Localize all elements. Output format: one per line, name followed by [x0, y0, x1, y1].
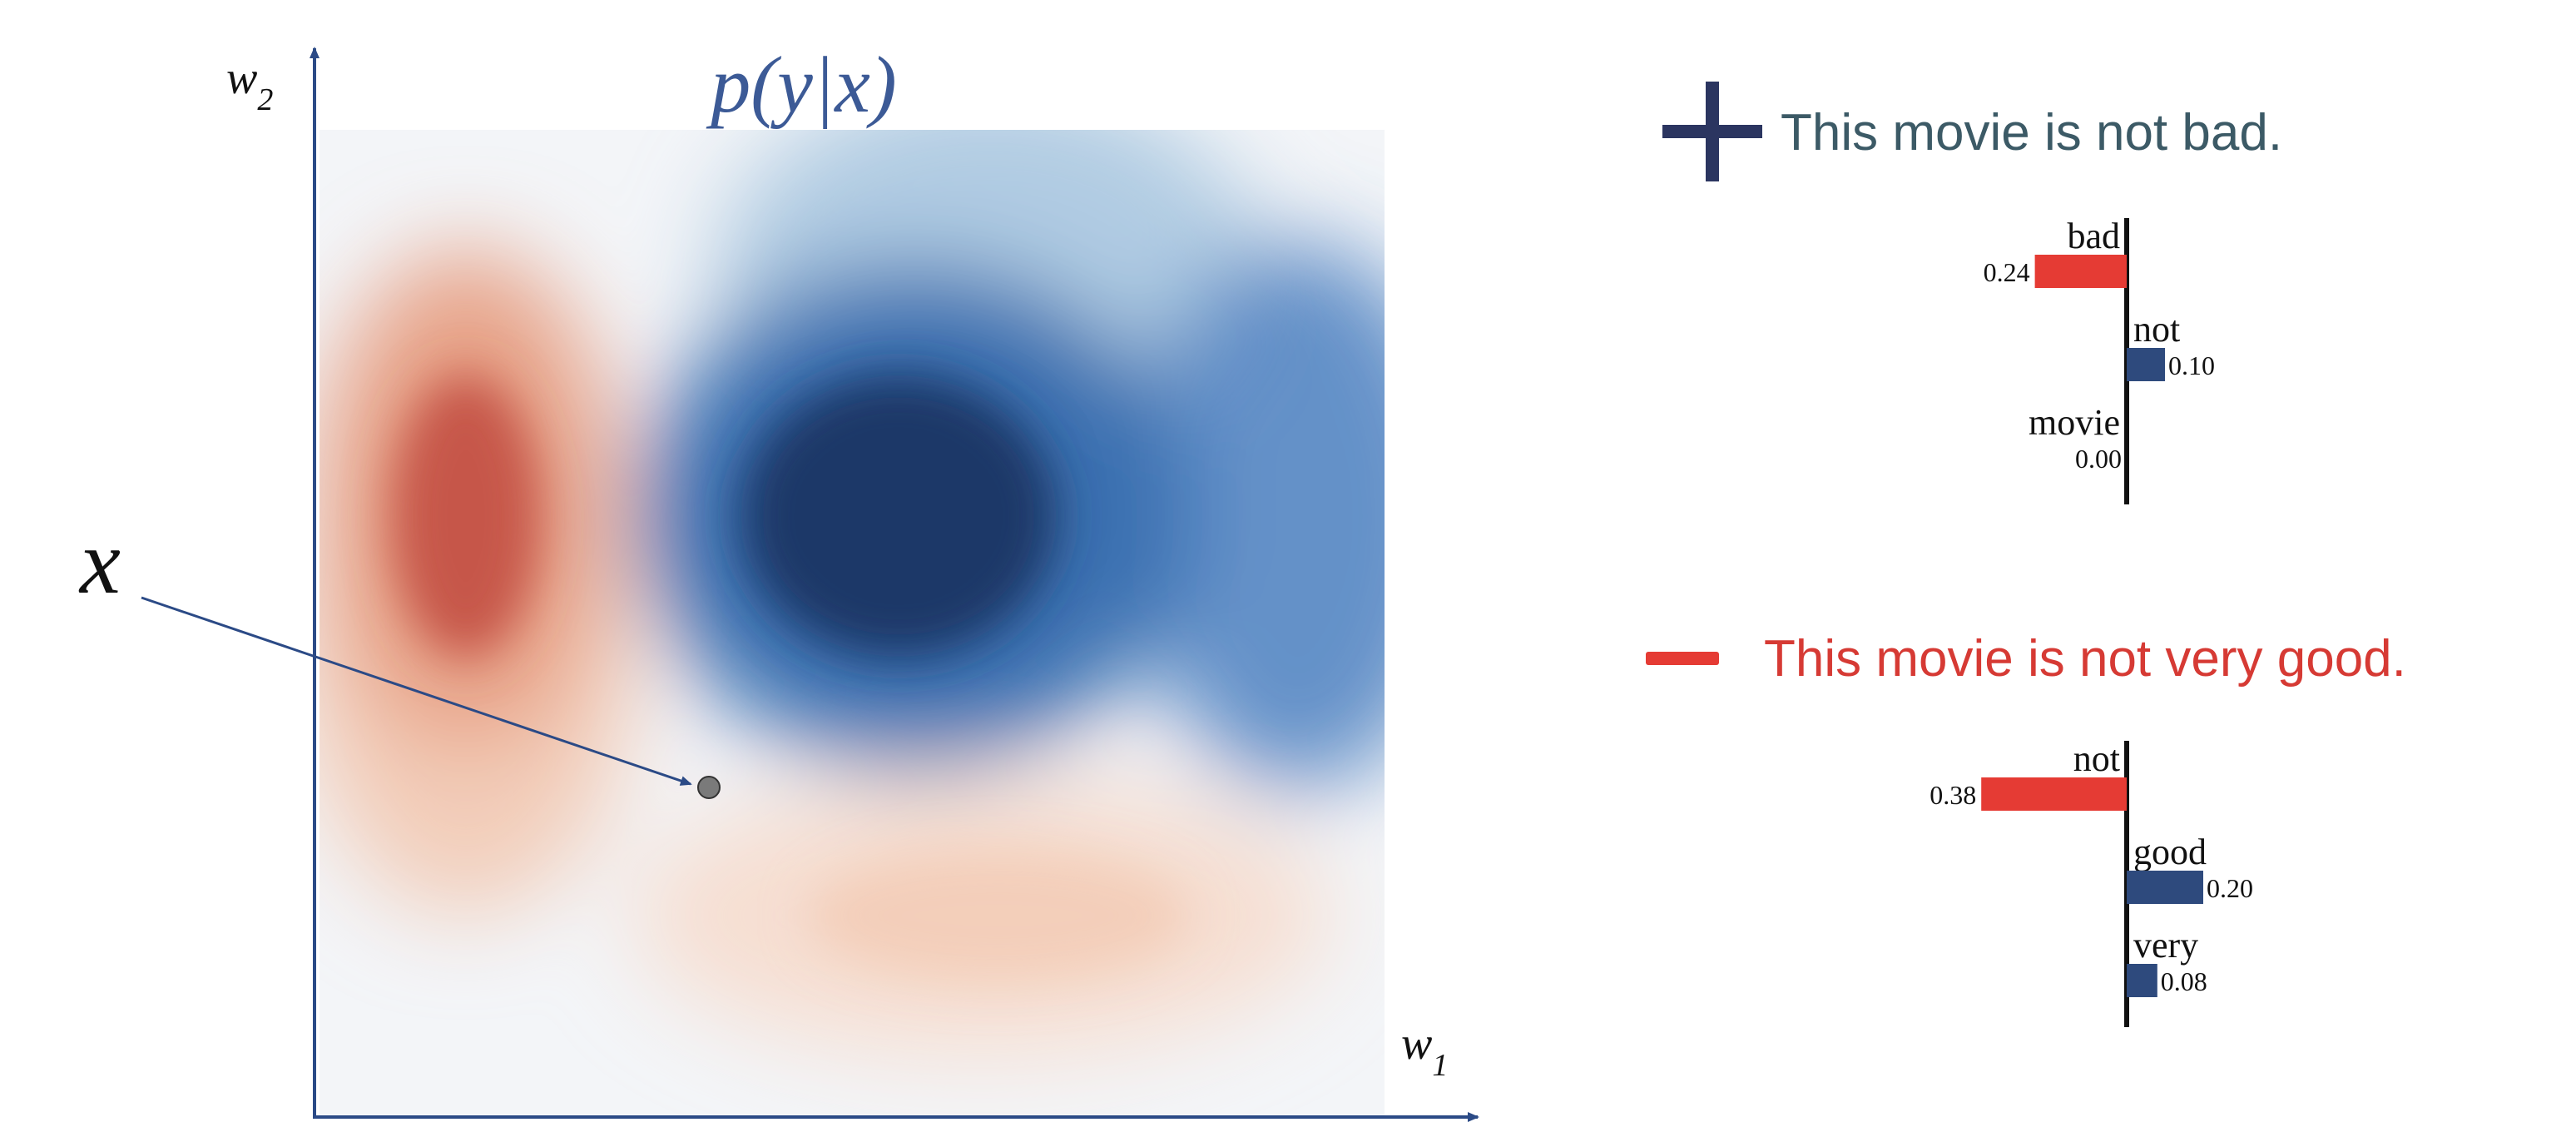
bar-word-label: not: [2073, 738, 2120, 779]
attribution-bar: [2127, 964, 2157, 997]
example-negative: This movie is not very good. not 0.38 good…: [1646, 630, 2406, 1027]
sentence-text: This movie is not very good.: [1764, 630, 2406, 688]
attribution-bar: [2034, 255, 2127, 288]
attribution-bar: [2127, 871, 2203, 904]
bar-value-label: 0.08: [2161, 966, 2207, 996]
bar-word-label: movie: [2029, 402, 2120, 443]
axes: [310, 47, 1479, 1122]
x-axis-subscript: 1: [1432, 1048, 1448, 1083]
point-label: x: [78, 511, 121, 613]
bar-value-label: 0.20: [2207, 873, 2253, 903]
bar-value-label: 0.38: [1930, 780, 1976, 810]
bar-value-label: 0.10: [2168, 350, 2215, 380]
bar-word-label: very: [2133, 925, 2198, 966]
input-point: [697, 776, 721, 799]
probability-heatmap: [320, 130, 1385, 1115]
y-axis-subscript: 2: [257, 82, 273, 117]
y-axis-label: w2: [226, 52, 273, 117]
bar-word-label: good: [2133, 832, 2207, 872]
bar-value-label: 0.24: [1984, 257, 2030, 287]
bar-value-label: 0.00: [2075, 444, 2122, 474]
attribution-bar: [1981, 777, 2127, 811]
bar-word-label: bad: [2067, 216, 2120, 256]
sentence-text: This movie is not bad.: [1781, 104, 2282, 161]
attribution-bar: [2127, 348, 2165, 381]
point-pointer-arrow: [141, 596, 692, 786]
x-axis-label: w1: [1401, 1018, 1448, 1083]
minus-icon: [1646, 652, 1719, 665]
bar-word-label: not: [2133, 309, 2180, 350]
plus-icon: [1662, 82, 1762, 181]
plot-title: p(y|x): [706, 40, 897, 129]
